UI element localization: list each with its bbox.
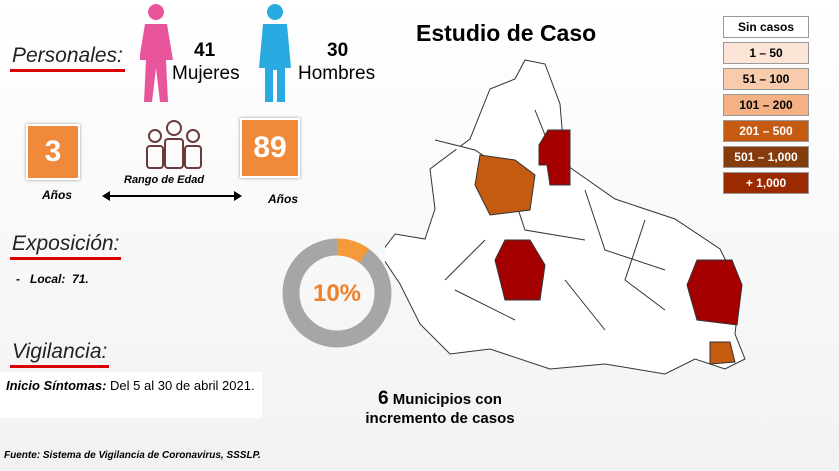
label: Inicio Síntomas: xyxy=(6,378,107,393)
label: Local: xyxy=(30,272,66,286)
women-label: Mujeres xyxy=(172,63,240,84)
onset-box: Inicio Síntomas: Del 5 al 30 de abril 20… xyxy=(0,372,262,418)
footer: Fuente: Sistema de Vigilancia de Coronav… xyxy=(4,450,261,461)
donut: 10% xyxy=(282,238,392,348)
section-title: Personales: xyxy=(10,44,125,72)
legend-item: 101 – 200 xyxy=(723,94,809,116)
value: 71. xyxy=(72,272,89,286)
range-label: Rango de Edad xyxy=(124,174,205,186)
legend-item: Sin casos xyxy=(723,16,809,38)
legend-item: 51 – 100 xyxy=(723,68,809,90)
women-count: 41 xyxy=(194,40,216,61)
legend-item: 201 – 500 xyxy=(723,120,809,142)
man-icon xyxy=(259,4,291,102)
age-max: 89 xyxy=(240,118,300,178)
summary-count: 6 xyxy=(378,388,389,409)
map-title: Estudio de Caso xyxy=(416,20,597,46)
woman-icon xyxy=(140,4,173,102)
summary: 6 Municipios con incremento de casos xyxy=(355,388,525,427)
donut-label: 10% xyxy=(313,280,361,307)
figures xyxy=(140,4,291,102)
age-range-graphic xyxy=(102,120,242,201)
legend-item: 1 – 50 xyxy=(723,42,809,64)
age-unit: Años xyxy=(42,188,72,202)
section-title: Exposición: xyxy=(10,232,122,260)
text: Del 5 al 30 de abril 2021. xyxy=(110,378,255,393)
age-unit: Años xyxy=(268,192,298,206)
legend-item: 501 – 1,000 xyxy=(723,146,809,168)
bullet: - xyxy=(16,272,20,286)
donut-arc xyxy=(282,238,392,348)
legend-item: + 1,000 xyxy=(723,172,809,194)
map xyxy=(385,59,746,375)
men-count: 30 xyxy=(327,40,349,61)
age-min: 3 xyxy=(26,124,80,180)
men-label: Hombres xyxy=(298,63,376,84)
section-title: Vigilancia: xyxy=(10,340,110,368)
summary-text: Municipios con incremento de casos xyxy=(365,391,515,427)
